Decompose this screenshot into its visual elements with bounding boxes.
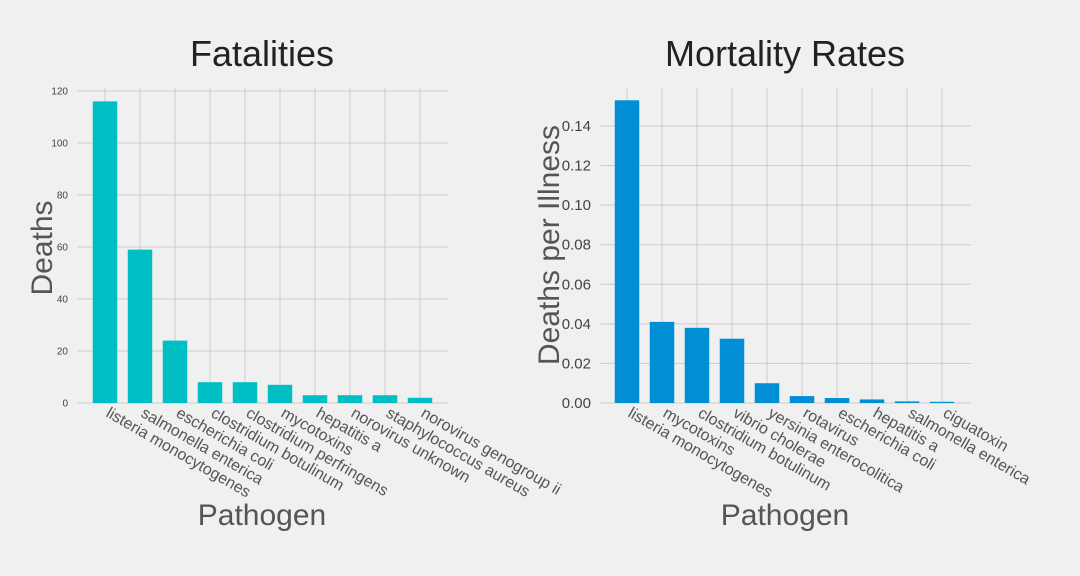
y-tick-label: 40 [57, 295, 69, 306]
y-tick-label: 120 [51, 87, 68, 98]
bar [859, 399, 885, 403]
bar [197, 382, 223, 403]
chart-title: Mortality Rates [665, 33, 905, 74]
bar [614, 100, 640, 404]
bar [372, 395, 398, 403]
bar [337, 395, 363, 403]
chart-title: Fatalities [190, 33, 334, 74]
bar [894, 401, 920, 403]
y-tick-label: 0.14 [562, 118, 591, 135]
bar [127, 249, 153, 403]
bar [754, 383, 780, 403]
x-axis-label: Pathogen [198, 499, 326, 532]
bar [929, 401, 955, 403]
y-tick-label: 60 [57, 243, 69, 254]
y-axis-label: Deaths per Illness [533, 125, 566, 365]
y-tick-label: 80 [57, 191, 69, 202]
bar [92, 101, 118, 404]
y-tick-label: 0.04 [562, 316, 591, 333]
mortality-rates-panel: 0.000.020.040.060.080.100.120.14listeria… [533, 33, 1033, 532]
y-tick-label: 0.00 [562, 395, 591, 412]
y-tick-label: 0.06 [562, 276, 591, 293]
bar [824, 398, 850, 403]
x-axis-label: Pathogen [721, 499, 849, 532]
bar [789, 396, 815, 403]
y-tick-label: 20 [57, 347, 69, 358]
y-tick-label: 100 [51, 139, 68, 150]
bar [649, 321, 675, 403]
bar [407, 397, 433, 403]
y-axis-label: Deaths [26, 200, 59, 295]
y-tick-label: 0.08 [562, 237, 591, 254]
y-tick-label: 0 [62, 399, 68, 410]
bar [232, 382, 258, 403]
y-tick-label: 0.10 [562, 197, 591, 214]
y-tick-label: 0.02 [562, 355, 591, 372]
bar [302, 395, 328, 403]
bar [267, 384, 293, 403]
bar [162, 340, 188, 403]
bar [684, 327, 710, 403]
bar [719, 338, 745, 403]
y-tick-label: 0.12 [562, 158, 591, 175]
